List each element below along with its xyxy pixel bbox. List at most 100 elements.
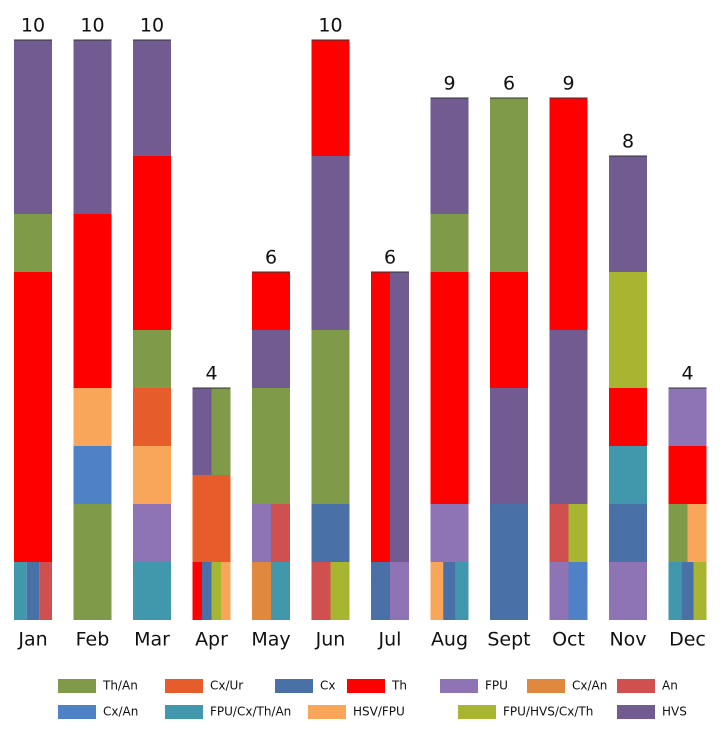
bar-segment [430,562,444,620]
x-tick-label: Aug [431,629,468,651]
bar-segment [14,272,52,562]
legend-swatch [617,705,655,719]
bar-segment [549,98,588,330]
bar-segment [390,562,409,620]
bar-segment [133,504,171,562]
total-label: 10 [140,15,164,37]
bar-segment [568,562,588,620]
bar-segment [687,504,707,562]
bar-segment [14,214,52,272]
bar-segment [133,446,171,504]
legend-swatch [58,705,96,719]
bar-segment [73,446,112,504]
total-label: 6 [384,247,396,269]
legend-swatch [275,679,313,693]
x-tick-label: Sept [487,629,530,651]
bar-segment [668,388,707,446]
bar-segment [549,504,569,562]
x-tick-label: Mar [134,629,170,651]
legend-swatch [527,679,565,693]
bar-segment [609,388,647,446]
legend-label: HVS [662,705,687,719]
x-tick-label: Jul [378,629,402,651]
legend-swatch [440,679,478,693]
bar-segment [252,388,290,504]
legend-swatch [458,705,496,719]
bar-segment [549,562,569,620]
x-tick-label: Apr [195,629,228,651]
bar-segment [26,562,40,620]
bar-segment [455,562,469,620]
legend-swatch [347,679,385,693]
legend-swatch [165,679,203,693]
total-label: 10 [80,15,104,37]
bar-segment [39,562,52,620]
bar-segment [568,504,588,562]
x-tick-label: May [251,629,290,651]
legend-swatch [308,705,346,719]
bar-segment [271,504,290,562]
bar-segment [490,98,528,272]
bar-segment [73,214,112,388]
bar-segment [681,562,694,620]
bar-segment [609,446,647,504]
legend-label: An [662,679,678,693]
bar-segment [609,272,647,388]
total-label: 10 [21,15,45,37]
bar-segment [490,272,528,388]
x-tick-label: Dec [669,629,706,651]
bar-segment [14,40,52,214]
bar-segment [693,562,707,620]
legend-label: Th [391,679,407,693]
bar-segment [73,40,112,214]
bar-segment [133,330,171,388]
bar-segment [490,504,528,620]
legend-label: Cx/Ur [210,679,243,693]
x-tick-label: Feb [76,629,110,651]
bar-segment [371,562,390,620]
bar-segment [609,156,647,272]
bar-segment [202,562,212,620]
bar-segment [133,562,171,620]
bar-segment [311,156,350,330]
bar-segment [443,562,456,620]
bar-segment [192,388,212,475]
bar-segment [133,388,171,446]
x-tick-label: Jun [315,629,346,651]
bar-segment [221,562,231,620]
total-label: 4 [681,363,693,385]
legend-swatch [165,705,203,719]
bar-segment [330,562,350,620]
total-label: 9 [443,73,455,95]
bar-segment [271,562,290,620]
bar-segment [252,504,271,562]
bar-segment [668,562,682,620]
legend-label: FPU/Cx/Th/An [210,705,291,719]
legend-swatch [58,679,96,693]
bar-segment [133,40,171,156]
bar-segment [133,156,171,330]
bar-segment [390,272,409,562]
legend-label: FPU [485,679,508,693]
total-label: 4 [205,363,217,385]
bar-segment [73,388,112,446]
bar-segment [252,330,290,388]
bar-segment [311,562,331,620]
total-label: 10 [318,15,342,37]
bar-segment [430,214,469,272]
x-tick-label: Jan [17,629,47,651]
total-label: 9 [562,73,574,95]
bar-segment [549,330,588,504]
bar-segment [311,330,350,504]
bar-segment [609,562,647,620]
bar-segment [371,272,390,562]
legend-label: HSV/FPU [353,705,405,719]
bar-segment [192,562,202,620]
bar-segment [14,562,27,620]
x-tick-label: Nov [609,629,646,651]
legend-swatch [617,679,655,693]
x-tick-label: Oct [552,629,585,651]
legend-label: Cx/An [572,679,607,693]
bar-segment [252,562,271,620]
total-label: 8 [622,131,634,153]
